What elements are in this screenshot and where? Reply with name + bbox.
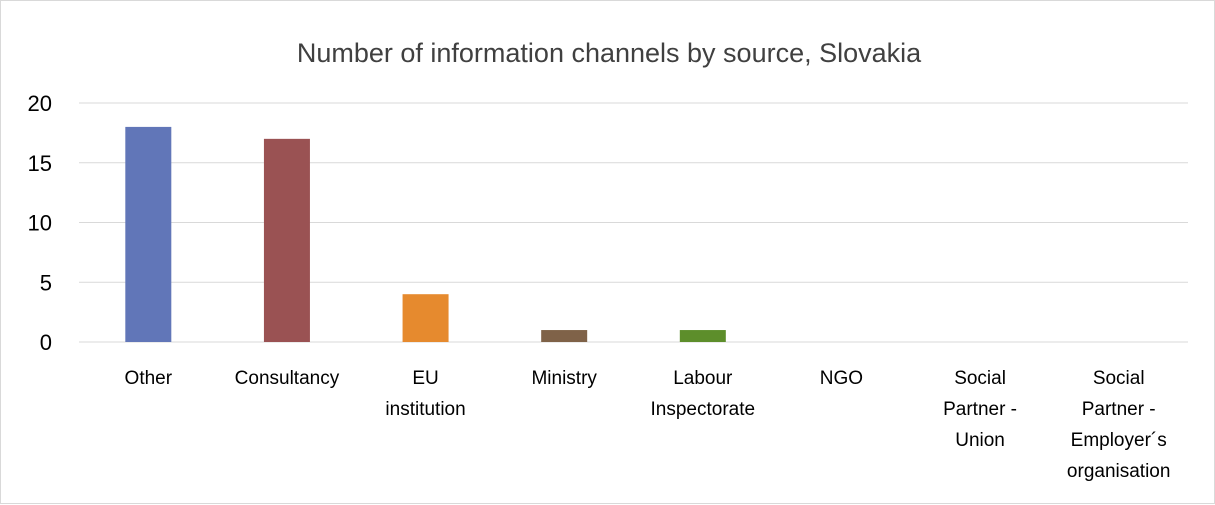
bar — [125, 126, 172, 343]
bar — [263, 138, 310, 342]
x-category-label: Social Partner -Union — [943, 368, 1017, 451]
y-tick-label: 15 — [28, 151, 52, 176]
x-category-label: NGO — [820, 368, 863, 389]
x-category-label: EU institution — [385, 368, 465, 420]
bar — [402, 294, 449, 342]
chart-title: Number of information channels by source… — [297, 38, 922, 68]
x-category-label: Social Partner -Employer´s organisation — [1067, 368, 1171, 482]
x-category-label: Ministry — [531, 368, 597, 389]
y-axis-ticks: 0 5 10 15 20 — [28, 91, 52, 355]
bars — [125, 126, 726, 343]
x-axis-labels: Other Consultancy EU institution Ministry Lab… — [125, 368, 1171, 482]
y-tick-label: 5 — [40, 270, 52, 295]
y-tick-label: 20 — [28, 91, 52, 116]
bar — [679, 330, 726, 342]
bar — [541, 330, 588, 342]
gridlines — [79, 102, 1188, 343]
y-tick-label: 0 — [40, 330, 52, 355]
y-tick-label: 10 — [28, 211, 52, 236]
x-category-label: Consultancy — [235, 368, 340, 389]
x-category-label: Labour Inspectorate — [651, 368, 756, 420]
x-category-label: Other — [125, 368, 173, 389]
